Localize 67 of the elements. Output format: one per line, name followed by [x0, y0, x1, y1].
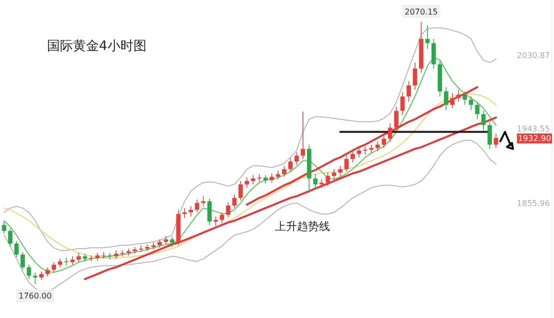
candlestick: [294, 152, 299, 166]
annotation: 1760.00: [18, 292, 52, 301]
candlestick: [170, 236, 174, 248]
line-series: [4, 140, 496, 292]
candlestick: [369, 144, 374, 154]
candlestick: [14, 240, 19, 258]
candlestick: [382, 134, 386, 148]
candlestick: [344, 155, 349, 172]
candlestick: [82, 253, 88, 262]
annotation: 上升趋势线: [275, 220, 330, 233]
candlestick: [400, 92, 405, 116]
candlestick: [238, 180, 243, 201]
candlestick: [313, 174, 318, 190]
candlestick: [356, 146, 362, 158]
candlestick: [282, 165, 286, 178]
candlestick: [232, 194, 237, 208]
candlestick: [444, 86, 448, 110]
candlestick: [270, 172, 274, 184]
candlestick: [406, 80, 411, 102]
text: 1932.90: [518, 134, 552, 144]
candlestick: [250, 174, 256, 185]
y-tick-label: 1943.55: [516, 124, 550, 134]
candlestick: [226, 202, 230, 218]
candlestick: [52, 262, 56, 273]
candlestick: [468, 96, 474, 110]
candlestick: [76, 252, 81, 263]
y-tick-label: 2030.87: [516, 50, 550, 60]
candlestick: [288, 158, 293, 172]
candlestick: [2, 221, 6, 234]
candlestick: [220, 212, 224, 224]
candlestick: [432, 38, 436, 69]
candlestick: [462, 90, 467, 106]
candlestick: [207, 198, 212, 226]
line-series: [246, 86, 478, 206]
candlestick: [456, 89, 461, 102]
candlestick: [388, 123, 392, 142]
candlestick: [33, 272, 38, 285]
line-series: [4, 27, 496, 251]
candlestick: [244, 177, 250, 188]
candlestick: [182, 208, 187, 219]
candlestick: [332, 168, 336, 180]
candlestick: [214, 216, 218, 226]
candlestick: [20, 252, 25, 270]
candlestick: [338, 165, 342, 176]
candlestick: [45, 266, 50, 277]
candlestick: [326, 172, 330, 186]
candlestick: [201, 196, 206, 207]
annotation: 2070.15: [404, 7, 438, 16]
candlestick: [475, 102, 480, 120]
candlestick: [319, 178, 324, 188]
candlestick: [412, 62, 418, 90]
candlestick: [108, 252, 112, 260]
candlestick: [488, 121, 492, 150]
text: 国际黄金4小时图: [47, 39, 146, 54]
candlestick: [481, 110, 486, 131]
candlestick: [350, 150, 355, 163]
candlestick: [194, 199, 200, 213]
candlestick: [300, 111, 306, 160]
candlestick: [8, 228, 12, 247]
candlestick: [138, 244, 144, 252]
candlestick: [394, 106, 399, 132]
candlestick: [126, 248, 131, 256]
candlestick: [188, 206, 194, 217]
candlestick: [494, 133, 498, 148]
candlestick: [375, 140, 380, 152]
candlestick: [450, 92, 455, 109]
y-tick-label: 1855.96: [516, 198, 550, 208]
